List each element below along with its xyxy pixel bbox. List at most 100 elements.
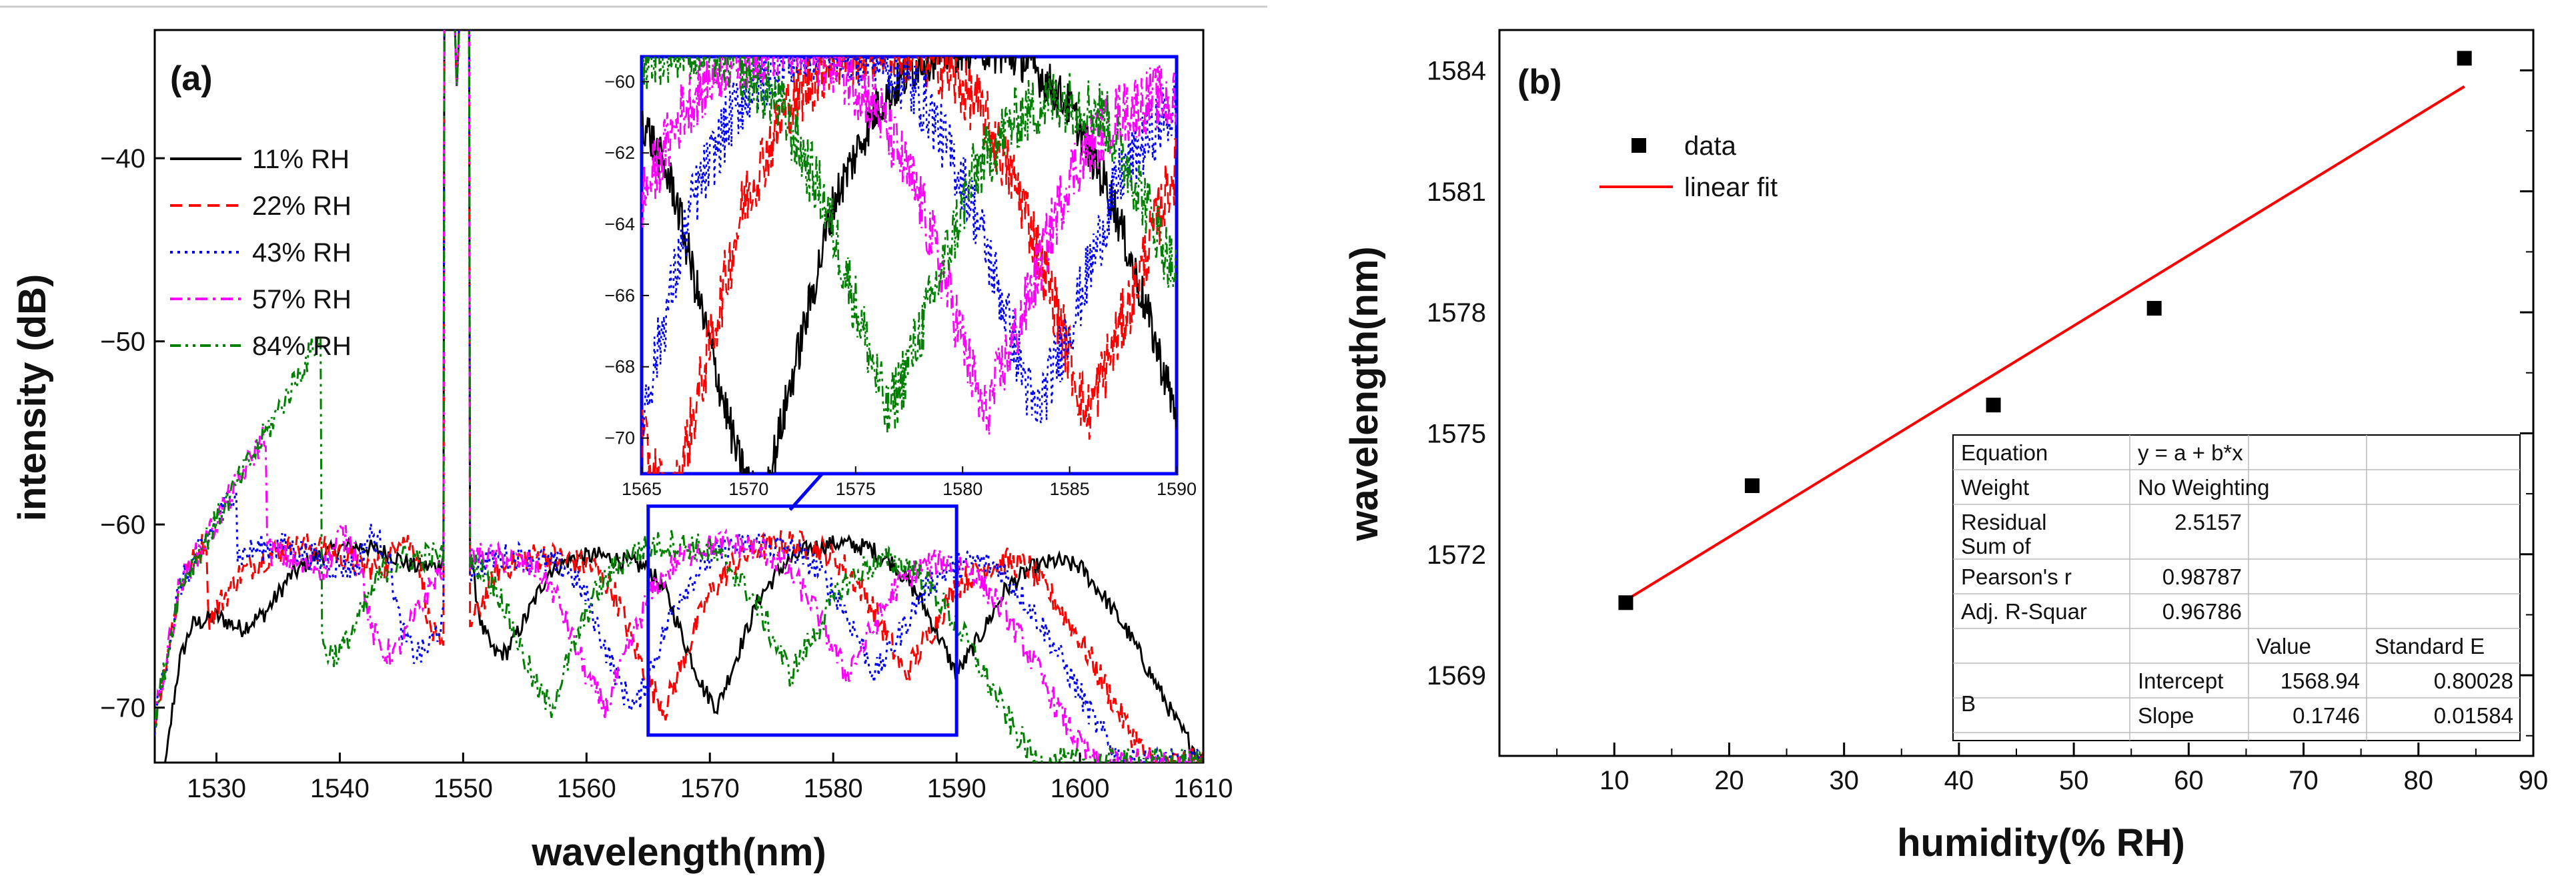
panel-b-x-title: humidity(% RH) (1897, 821, 2185, 865)
inset-series-group (642, 57, 1177, 474)
x-tick-label: 1610 (1174, 774, 1233, 803)
x-tick-label: 90 (2519, 766, 2549, 795)
fit-table-frame (1952, 434, 2521, 741)
panel-b: 10 20 30 40 50 60 70 80 90 156915721575157815811… (1343, 29, 2549, 865)
inset-y-tick-label: −66 (604, 286, 635, 306)
x-tick-label: 1570 (680, 774, 740, 803)
inset-series-line-2 (642, 57, 1177, 474)
inset-chart: 1565 1570 1575 1580 1585 1590 −70 −68 −66 −64 −62… (604, 55, 1197, 499)
panel-a-x-ticks: 1530 1540 1550 1560 1570 1580 1590 1600 1610 (187, 753, 1233, 803)
legend-entry-4: 57% RH (252, 285, 352, 314)
table-cell: 0.1746 (2293, 703, 2360, 728)
table-cell: No Weighting (2138, 475, 2270, 500)
x-tick-label: 1530 (187, 774, 246, 803)
inset-x-ticks: 1565 1570 1575 1580 1585 1590 (622, 466, 1197, 499)
x-tick-label: 40 (1944, 766, 1974, 795)
legend-marker-data (1632, 138, 1646, 153)
panel-b-label: (b) (1517, 63, 1561, 101)
data-point (2457, 51, 2472, 66)
highlight-box (646, 504, 958, 737)
x-tick-label: 50 (2059, 766, 2089, 795)
panel-b-y-ticks: 1569 1572 1575 1578 1581 1584 (1427, 56, 2533, 737)
x-tick-label: 60 (2174, 766, 2204, 795)
x-tick-label: 1540 (310, 774, 370, 803)
inset-y-tick-label: −70 (604, 428, 635, 448)
series-line-2 (155, 30, 1203, 763)
table-cell: 0.96786 (2162, 599, 2242, 624)
table-cell: 0.80028 (2434, 669, 2513, 693)
y-tick-label: 1581 (1427, 177, 1486, 207)
table-cell: Slope (2138, 703, 2194, 728)
inset-series-line-3 (642, 57, 1177, 436)
inset-y-ticks: −70 −68 −66 −64 −62 −60 (604, 71, 649, 448)
table-cell: Intercept (2138, 669, 2223, 693)
data-point (1744, 478, 1760, 494)
inset-x-tick-label: 1585 (1050, 479, 1090, 499)
inset-x-tick-label: 1575 (836, 479, 876, 499)
x-tick-label: 30 (1829, 766, 1859, 795)
y-tick-label: −60 (100, 510, 145, 540)
x-tick-label: 1560 (557, 774, 616, 803)
panel-b-x-ticks: 10 20 30 40 50 60 70 80 90 (1556, 743, 2549, 795)
panel-a-series-group (155, 30, 1203, 763)
x-tick-label: 70 (2289, 766, 2319, 795)
panel-b-series-group (1618, 51, 2472, 610)
y-tick-label: −50 (100, 328, 145, 357)
y-tick-label: 1569 (1427, 661, 1486, 691)
x-tick-label: 1550 (434, 774, 493, 803)
table-cell: 1568.94 (2281, 669, 2360, 693)
data-point (2146, 301, 2162, 316)
table-cell: Adj. R-Squar (1961, 599, 2087, 624)
panel-a-x-title: wavelength(nm) (531, 831, 826, 874)
x-tick-label: 10 (1599, 766, 1630, 795)
inset-x-tick-label: 1580 (942, 479, 983, 499)
linear-fit-line (1625, 85, 2465, 602)
x-tick-label: 80 (2404, 766, 2434, 795)
panel-a-frame (153, 29, 1205, 764)
y-tick-label: 1572 (1427, 540, 1486, 570)
x-tick-label: 20 (1714, 766, 1744, 795)
table-cell: Value (2257, 634, 2311, 658)
table-cell: y = a + b*x (2138, 440, 2243, 465)
table-cell: Pearson's r (1961, 564, 2072, 589)
inset-x-tick-label: 1590 (1157, 479, 1197, 499)
table-cell: Equation (1961, 440, 2048, 465)
series-line-5 (155, 30, 1203, 763)
table-cell: Residual (1961, 510, 2046, 534)
x-tick-label: 1590 (927, 774, 987, 803)
series-line-4 (155, 30, 1195, 763)
table-cell: 2.5157 (2174, 510, 2242, 534)
y-tick-label: −40 (100, 144, 145, 173)
y-tick-label: 1584 (1427, 56, 1486, 85)
y-tick-label: −70 (100, 694, 145, 723)
table-cell: Weight (1961, 475, 2029, 500)
table-cell: 0.98787 (2162, 564, 2242, 589)
panel-b-y-title: wavelength(nm) (1343, 246, 1386, 542)
inset-x-tick-label: 1565 (622, 479, 662, 499)
inset-x-tick-label: 1570 (728, 479, 768, 499)
inset-series-line-4 (642, 57, 1177, 436)
inset-y-tick-label: −62 (604, 143, 635, 163)
data-point (1986, 398, 2001, 413)
legend-entry-3: 43% RH (252, 238, 352, 268)
series-line-3 (155, 30, 1200, 763)
panel-a: 1530 1540 1550 1560 1570 1580 1590 1600 1610 −70… (11, 29, 1233, 874)
x-tick-label: 1600 (1051, 774, 1110, 803)
panel-b-legend: data linear fit (1599, 131, 1778, 202)
table-cell: B (1961, 691, 1976, 716)
legend-entry-1: 11% RH (252, 145, 350, 174)
inset-y-tick-label: −64 (604, 214, 635, 234)
inset-y-tick-label: −68 (604, 357, 635, 377)
table-cell: Sum of (1961, 534, 2031, 558)
x-tick-label: 1580 (804, 774, 863, 803)
data-point (1618, 595, 1634, 610)
y-tick-label: 1575 (1427, 419, 1486, 448)
panel-a-y-title: intensity (dB) (11, 274, 54, 522)
y-tick-label: 1578 (1427, 298, 1486, 328)
table-cell: 0.01584 (2434, 703, 2513, 728)
fit-statistics-table: Equation y = a + b*x Weight No Weighting Res… (1952, 434, 2521, 741)
legend-entry-5: 84% RH (252, 332, 352, 361)
legend-entry-2: 22% RH (252, 191, 352, 221)
legend-entry-data: data (1684, 131, 1737, 161)
